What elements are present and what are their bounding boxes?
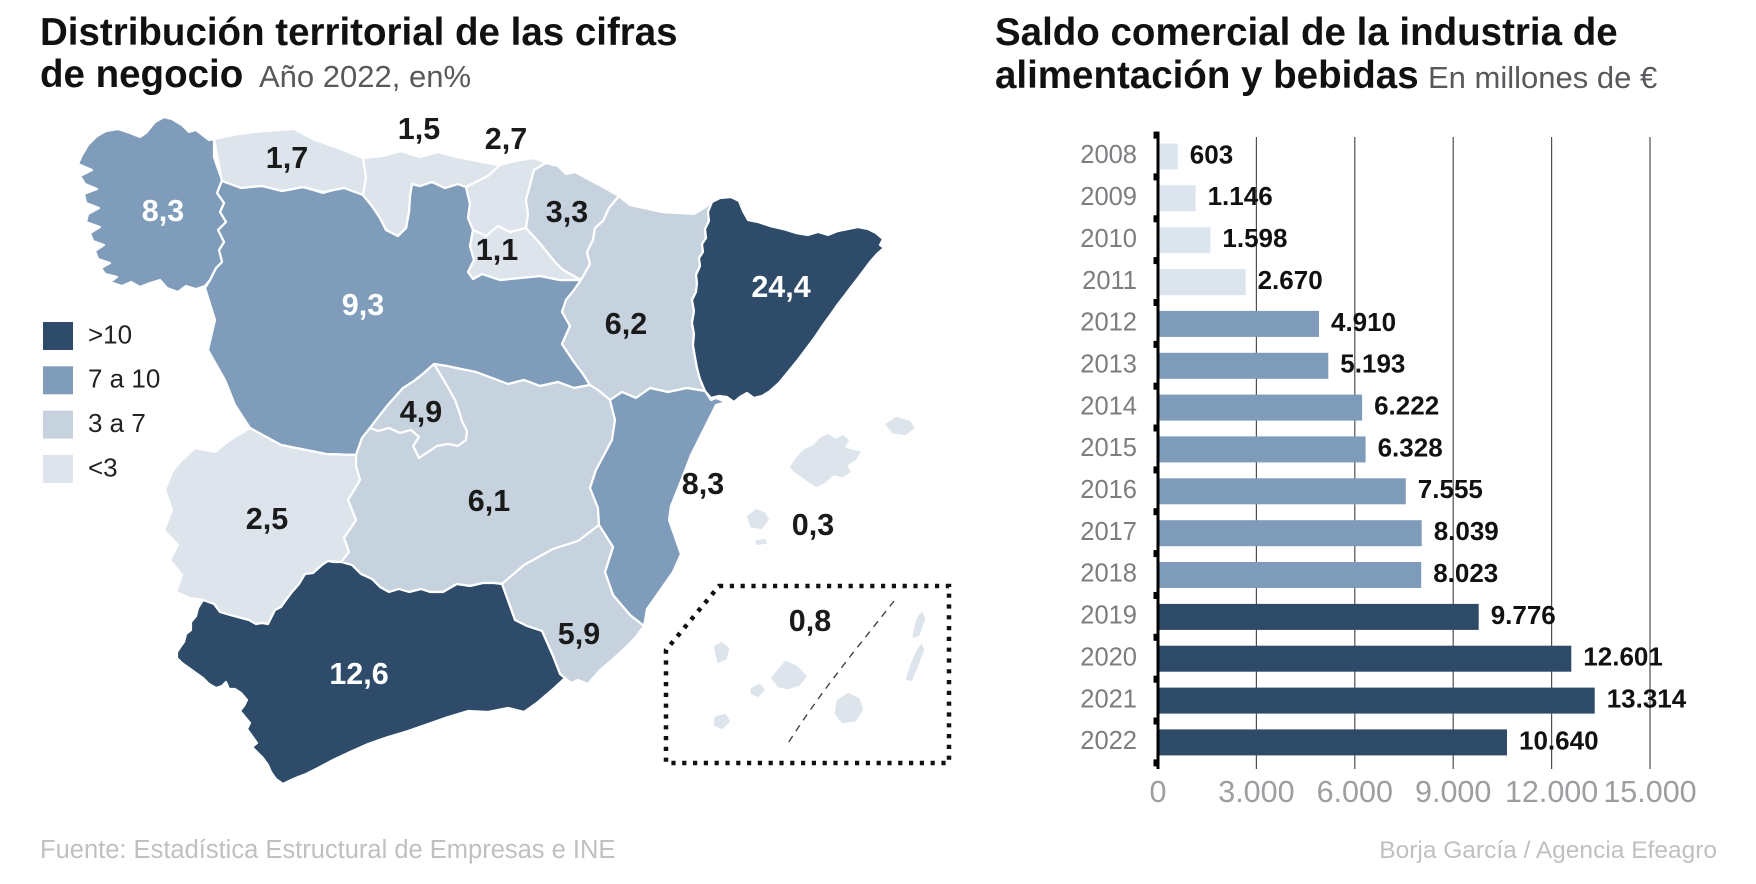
- svg-text:1,7: 1,7: [266, 141, 308, 175]
- svg-text:Distribución territorial de la: Distribución territorial de las cifras: [40, 11, 678, 54]
- svg-text:2009: 2009: [1080, 183, 1137, 211]
- svg-text:2018: 2018: [1080, 560, 1137, 588]
- svg-text:9.000: 9.000: [1415, 775, 1491, 809]
- svg-text:6.000: 6.000: [1317, 775, 1393, 809]
- svg-text:>10: >10: [88, 319, 132, 349]
- svg-text:2.670: 2.670: [1258, 265, 1323, 295]
- svg-text:12.000: 12.000: [1505, 775, 1598, 809]
- svg-text:2022: 2022: [1080, 727, 1137, 755]
- svg-text:3.000: 3.000: [1218, 775, 1294, 809]
- svg-text:3,3: 3,3: [546, 195, 588, 229]
- svg-text:Borja García / Agencia Efeagro: Borja García / Agencia Efeagro: [1379, 837, 1717, 864]
- svg-text:2010: 2010: [1080, 225, 1137, 253]
- svg-text:5,9: 5,9: [558, 617, 600, 651]
- svg-text:alimentación y bebidas: alimentación y bebidas: [995, 54, 1419, 97]
- svg-text:8.023: 8.023: [1433, 558, 1498, 588]
- svg-text:0: 0: [1150, 775, 1167, 809]
- svg-text:2011: 2011: [1082, 267, 1137, 295]
- svg-text:2019: 2019: [1080, 602, 1137, 630]
- svg-text:2012: 2012: [1080, 309, 1137, 337]
- svg-text:<3: <3: [88, 452, 118, 482]
- svg-text:2016: 2016: [1080, 476, 1137, 504]
- svg-text:24,4: 24,4: [751, 270, 810, 304]
- svg-text:0,3: 0,3: [792, 508, 834, 542]
- svg-text:5.193: 5.193: [1340, 349, 1405, 379]
- svg-text:Fuente: Estadística Estructura: Fuente: Estadística Estructural de Empre…: [40, 836, 615, 864]
- svg-text:10.640: 10.640: [1519, 725, 1599, 755]
- svg-text:de negocio: de negocio: [40, 53, 243, 96]
- svg-text:12.601: 12.601: [1583, 642, 1663, 672]
- svg-text:4.910: 4.910: [1331, 307, 1396, 337]
- svg-text:7 a 10: 7 a 10: [88, 364, 160, 394]
- svg-text:2008: 2008: [1080, 141, 1137, 169]
- svg-text:Saldo comercial de la industri: Saldo comercial de la industria de: [995, 11, 1618, 54]
- svg-text:4,9: 4,9: [400, 395, 442, 429]
- svg-text:13.314: 13.314: [1607, 683, 1687, 713]
- svg-text:8,3: 8,3: [142, 194, 184, 228]
- svg-text:2,7: 2,7: [485, 122, 527, 156]
- svg-text:6,2: 6,2: [605, 307, 647, 341]
- svg-text:2017: 2017: [1080, 518, 1137, 546]
- svg-text:6,1: 6,1: [468, 484, 510, 518]
- svg-text:2020: 2020: [1080, 643, 1137, 671]
- svg-text:1.598: 1.598: [1222, 223, 1287, 253]
- svg-text:En millones de €: En millones de €: [1428, 60, 1657, 95]
- svg-text:1,5: 1,5: [398, 112, 440, 146]
- svg-text:0,8: 0,8: [789, 604, 831, 638]
- svg-text:1.146: 1.146: [1208, 181, 1273, 211]
- svg-text:6.222: 6.222: [1374, 390, 1439, 420]
- svg-text:8,3: 8,3: [682, 467, 724, 501]
- svg-text:1,1: 1,1: [476, 233, 518, 267]
- svg-text:603: 603: [1190, 139, 1233, 169]
- svg-text:2021: 2021: [1080, 685, 1137, 713]
- svg-text:15.000: 15.000: [1603, 775, 1696, 809]
- svg-text:8.039: 8.039: [1434, 516, 1499, 546]
- svg-text:2,5: 2,5: [246, 502, 288, 536]
- svg-text:9.776: 9.776: [1491, 600, 1556, 630]
- svg-text:Año 2022, en%: Año 2022, en%: [259, 59, 471, 94]
- svg-text:3 a 7: 3 a 7: [88, 408, 146, 438]
- svg-text:2015: 2015: [1080, 434, 1137, 462]
- svg-text:2013: 2013: [1080, 351, 1137, 379]
- svg-text:6.328: 6.328: [1378, 432, 1443, 462]
- svg-text:12,6: 12,6: [329, 657, 388, 691]
- svg-text:2014: 2014: [1080, 392, 1137, 420]
- svg-text:9,3: 9,3: [342, 288, 384, 322]
- svg-text:7.555: 7.555: [1418, 474, 1483, 504]
